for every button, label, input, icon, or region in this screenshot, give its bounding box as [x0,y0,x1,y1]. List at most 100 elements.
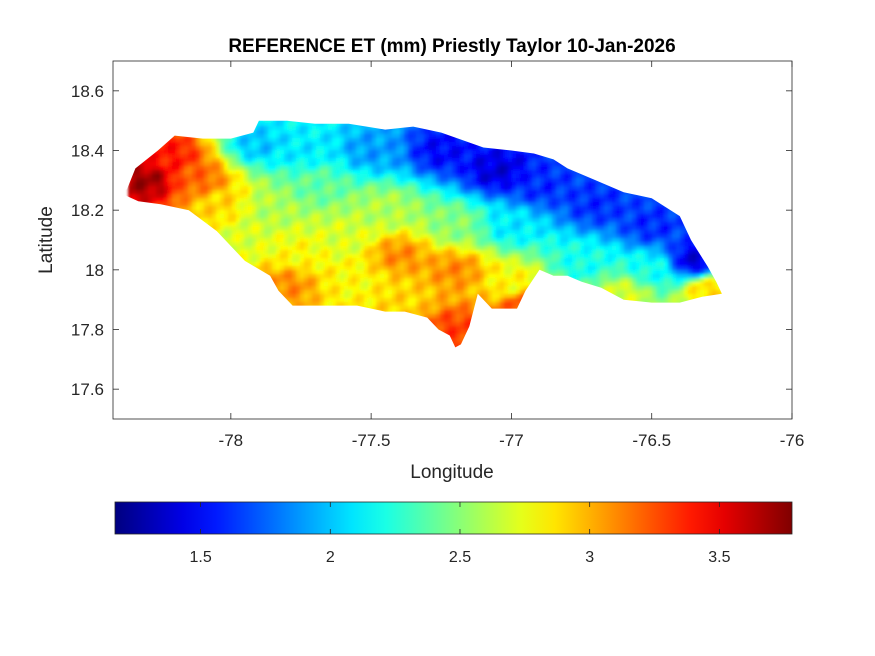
heat-cell [364,150,369,155]
heat-cell [408,206,413,211]
heat-cell [380,234,385,239]
heat-cell [384,254,389,259]
heat-cell [284,246,289,251]
heat-cell [192,198,197,203]
heat-cell [448,266,453,271]
heat-cell [380,194,385,199]
heat-cell [140,162,145,167]
heat-cell [388,294,393,299]
heat-cell [304,270,309,275]
heat-cell [336,170,341,175]
heat-cell [208,170,213,175]
heat-cell [320,210,325,215]
heat-cell [392,290,397,295]
heat-cell [324,238,329,243]
heat-cell [160,154,165,159]
heat-cell [440,270,445,275]
heat-cell [308,234,313,239]
heat-cell [244,158,249,163]
heat-cell [332,246,337,251]
heat-cell [324,210,329,215]
heat-cell [208,178,213,183]
heat-cell [352,218,357,223]
heat-cell [456,246,461,251]
heat-cell [316,158,321,163]
heat-cell [424,266,429,271]
heat-cell [172,178,177,183]
heat-cell [336,290,341,295]
heat-cell [340,250,345,255]
heat-cell [172,190,177,195]
heat-cell [364,194,369,199]
heat-cell [252,206,257,211]
heat-cell [184,182,189,187]
heat-cell [424,298,429,303]
heat-cell [304,274,309,279]
heat-cell [432,254,437,259]
heat-cell [400,162,405,167]
heat-cell [404,286,409,291]
heat-cell [260,146,265,151]
heat-cell [292,130,297,135]
heat-cell [448,218,453,223]
heat-cell [292,182,297,187]
heat-cell [268,142,273,147]
heat-cell [244,146,249,151]
heat-cell [360,186,365,191]
heat-cell [420,290,425,295]
heat-cell [348,230,353,235]
heat-cell [396,190,401,195]
heat-cell [452,302,457,307]
heat-cell [356,174,361,179]
heat-cell [320,198,325,203]
heat-cell [136,166,141,171]
heat-cell [404,150,409,155]
heat-cell [364,294,369,299]
heat-cell [292,170,297,175]
heat-cell [400,146,405,151]
heat-cell [160,158,165,163]
heat-cell [316,298,321,303]
heat-cell [456,306,461,311]
heat-cell [380,278,385,283]
heat-cell [344,206,349,211]
heat-cell [288,294,293,299]
heat-cell [364,250,369,255]
heat-cell [428,210,433,215]
heat-cell [380,154,385,159]
heat-cell [240,178,245,183]
heat-cell [404,226,409,231]
heat-cell [236,198,241,203]
heat-cell [264,218,269,223]
heat-cell [456,330,461,335]
heat-cell [416,282,421,287]
heat-cell [300,130,305,135]
heat-cell [244,198,249,203]
heat-cell [280,242,285,247]
heat-cell [460,222,465,227]
heat-cell [388,202,393,207]
heat-cell [296,174,301,179]
heat-cell [328,222,333,227]
heat-cell [428,158,433,163]
heat-cell [224,142,229,147]
heat-cell [372,166,377,171]
heat-cell [244,218,249,223]
heat-cell [296,238,301,243]
heat-cell [364,214,369,219]
heat-cell [312,214,317,219]
heat-cell [252,218,257,223]
heat-cell [244,234,249,239]
heat-cell [376,226,381,231]
heat-cell [444,202,449,207]
heat-cell [316,302,321,307]
heat-cell [404,190,409,195]
heat-cell [240,134,245,139]
heat-cell [416,130,421,135]
heat-cell [292,242,297,247]
heat-cell [440,326,445,331]
heat-cell [252,170,257,175]
heat-cell [284,186,289,191]
heat-cell [344,162,349,167]
heat-cell [356,142,361,147]
